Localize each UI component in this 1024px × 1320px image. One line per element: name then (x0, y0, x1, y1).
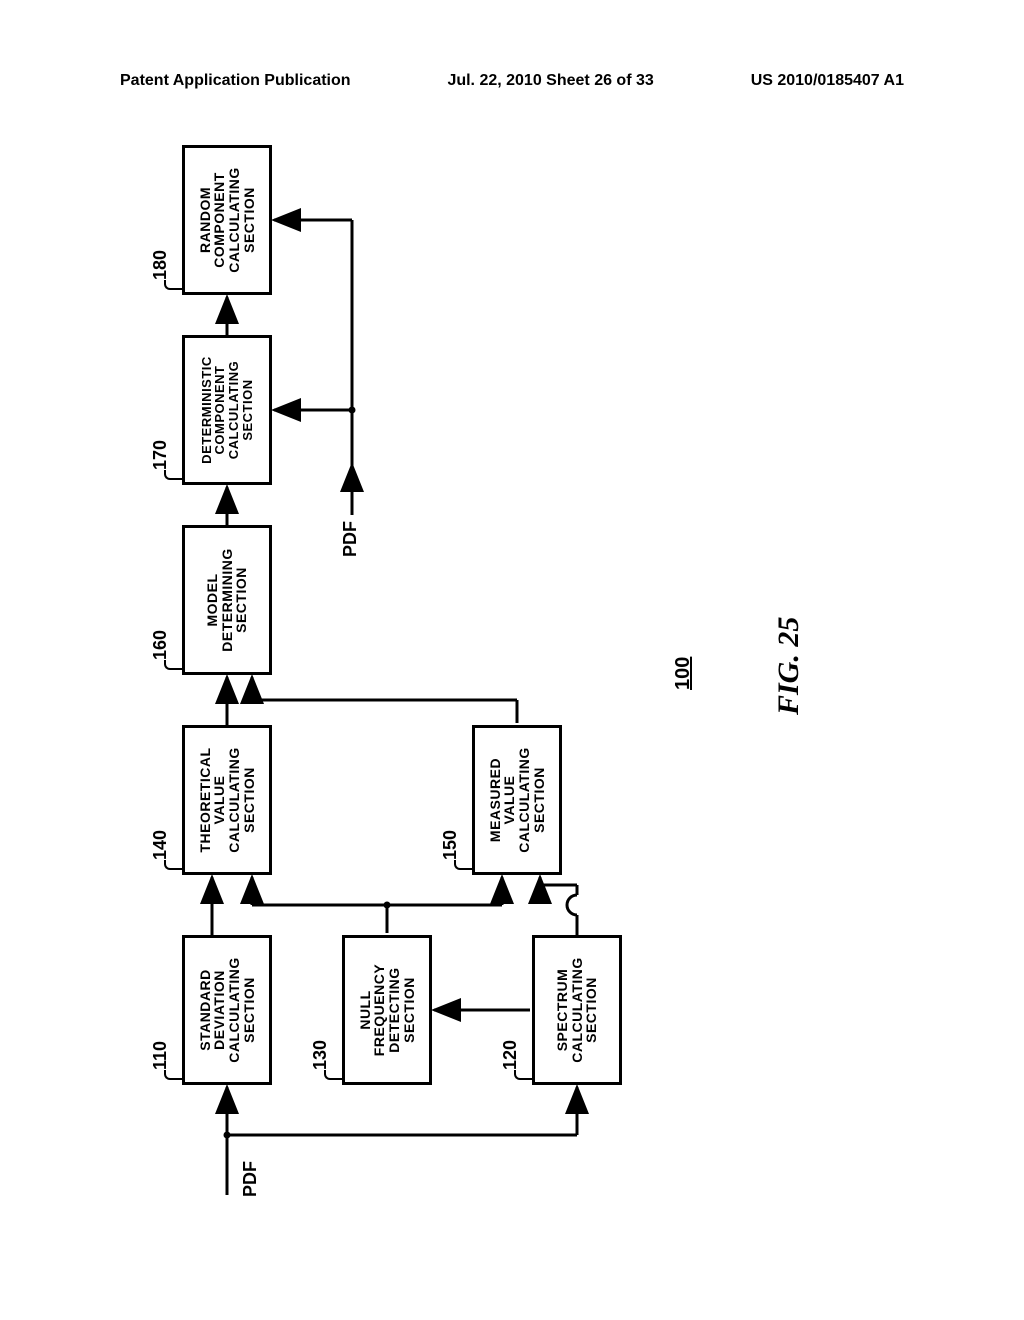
header-right: US 2010/0185407 A1 (751, 72, 904, 90)
block-110: STANDARD DEVIATION CALCULATING SECTION (182, 935, 272, 1085)
ref-130: 130 (310, 1040, 331, 1070)
block-150: MEASURED VALUE CALCULATING SECTION (472, 725, 562, 875)
ref-lead-130 (324, 1070, 342, 1080)
block-diagram: STANDARD DEVIATION CALCULATING SECTION 1… (132, 155, 892, 1205)
block-110-label: STANDARD DEVIATION CALCULATING SECTION (198, 957, 257, 1063)
block-180: RANDOM COMPONENT CALCULATING SECTION (182, 145, 272, 295)
system-ref-100: 100 (672, 657, 695, 690)
ref-lead-160 (164, 660, 182, 670)
block-150-label: MEASURED VALUE CALCULATING SECTION (488, 747, 547, 853)
ref-180: 180 (150, 250, 171, 280)
figure-canvas: STANDARD DEVIATION CALCULATING SECTION 1… (80, 130, 944, 1230)
block-160: MODEL DETERMINING SECTION (182, 525, 272, 675)
ref-160: 160 (150, 630, 171, 660)
ref-lead-110 (164, 1070, 182, 1080)
block-170-label: DETERMINISTIC COMPONENT CALCULATING SECT… (200, 356, 255, 464)
block-120-label: SPECTRUM CALCULATING SECTION (555, 957, 599, 1063)
ref-140: 140 (150, 830, 171, 860)
pdf-in-label: PDF (240, 1161, 261, 1197)
ref-120: 120 (500, 1040, 521, 1070)
block-170: DETERMINISTIC COMPONENT CALCULATING SECT… (182, 335, 272, 485)
block-120: SPECTRUM CALCULATING SECTION (532, 935, 622, 1085)
header-left: Patent Application Publication (120, 72, 351, 90)
ref-150: 150 (440, 830, 461, 860)
block-130-label: NULL FREQUENCY DETECTING SECTION (358, 964, 417, 1056)
figure-label: FIG. 25 (772, 617, 806, 715)
ref-lead-150 (454, 860, 472, 870)
ref-lead-140 (164, 860, 182, 870)
ref-lead-180 (164, 280, 182, 290)
block-180-label: RANDOM COMPONENT CALCULATING SECTION (198, 167, 257, 273)
ref-lead-120 (514, 1070, 532, 1080)
pdf-out-label: PDF (340, 521, 361, 557)
block-130: NULL FREQUENCY DETECTING SECTION (342, 935, 432, 1085)
header-center: Jul. 22, 2010 Sheet 26 of 33 (447, 72, 653, 90)
ref-lead-170 (164, 470, 182, 480)
block-160-label: MODEL DETERMINING SECTION (205, 548, 249, 652)
block-140: THEORETICAL VALUE CALCULATING SECTION (182, 725, 272, 875)
block-140-label: THEORETICAL VALUE CALCULATING SECTION (198, 747, 257, 853)
ref-110: 110 (150, 1041, 171, 1070)
page-header: Patent Application Publication Jul. 22, … (0, 72, 1024, 90)
ref-170: 170 (150, 440, 171, 470)
